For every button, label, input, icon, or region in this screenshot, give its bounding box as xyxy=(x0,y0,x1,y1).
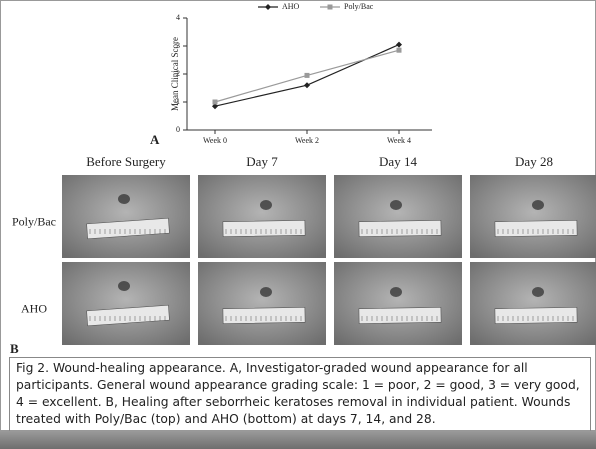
row-label: AHO xyxy=(21,301,47,315)
column-header: Day 28 xyxy=(515,154,553,169)
x-tick-label: Week 4 xyxy=(387,136,411,145)
photo xyxy=(334,175,462,258)
wound xyxy=(118,194,130,204)
y-tick-label: 1 xyxy=(176,97,180,106)
wound xyxy=(118,281,130,291)
photo xyxy=(62,175,190,258)
marker xyxy=(305,73,310,78)
y-tick-label: 3 xyxy=(176,41,180,50)
panel-label: B xyxy=(10,341,19,356)
marker xyxy=(213,100,218,105)
x-tick-label: Week 0 xyxy=(203,136,227,145)
ruler xyxy=(495,307,577,323)
photo xyxy=(62,262,190,345)
wound xyxy=(390,287,402,297)
x-tick-label: Week 2 xyxy=(295,136,319,145)
y-tick-label: 4 xyxy=(176,13,180,22)
caption: Fig 2. Wound-healing appearance. A, Inve… xyxy=(9,357,591,433)
column-header: Day 7 xyxy=(246,154,278,169)
wound xyxy=(260,200,272,210)
wound xyxy=(390,200,402,210)
photo xyxy=(198,262,326,345)
ruler xyxy=(495,220,577,236)
photo xyxy=(470,175,596,258)
wound xyxy=(260,287,272,297)
footer-band xyxy=(0,431,596,449)
y-tick-label: 0 xyxy=(176,125,180,134)
legend-label: AHO xyxy=(282,2,300,11)
page: A Mean Clinical Score B 01234Week 0Week … xyxy=(0,0,596,449)
photo xyxy=(470,262,596,345)
row-label: Poly/Bac xyxy=(12,214,56,228)
ruler xyxy=(359,220,441,236)
legend-label: Poly/Bac xyxy=(344,2,374,11)
ruler xyxy=(223,220,305,236)
y-tick-label: 2 xyxy=(176,69,180,78)
ruler xyxy=(359,307,441,323)
photo xyxy=(334,262,462,345)
panel-label: A xyxy=(150,132,160,147)
wound xyxy=(532,200,544,210)
ruler xyxy=(223,307,305,323)
column-header: Day 14 xyxy=(379,154,417,169)
legend-marker xyxy=(328,5,333,10)
wound xyxy=(532,287,544,297)
column-header: Before Surgery xyxy=(86,154,166,169)
marker xyxy=(397,48,402,53)
photo xyxy=(198,175,326,258)
